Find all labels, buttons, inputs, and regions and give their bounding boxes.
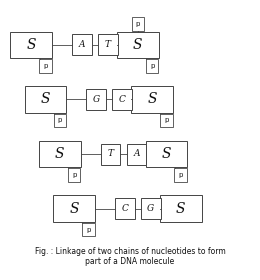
FancyBboxPatch shape [146, 59, 158, 73]
Text: S: S [176, 202, 185, 216]
Text: S: S [147, 92, 157, 106]
FancyBboxPatch shape [160, 195, 202, 222]
FancyBboxPatch shape [68, 168, 80, 182]
Text: S: S [133, 38, 142, 52]
Text: p: p [72, 172, 76, 178]
FancyBboxPatch shape [53, 195, 95, 222]
Text: T: T [105, 40, 111, 49]
Text: C: C [119, 95, 126, 104]
FancyBboxPatch shape [86, 89, 106, 110]
FancyBboxPatch shape [39, 59, 52, 73]
FancyBboxPatch shape [160, 114, 173, 127]
Text: part of a DNA molecule: part of a DNA molecule [85, 257, 175, 266]
Text: p: p [150, 63, 154, 69]
Text: S: S [41, 92, 50, 106]
FancyBboxPatch shape [98, 34, 118, 55]
FancyBboxPatch shape [113, 89, 132, 110]
FancyBboxPatch shape [127, 143, 146, 164]
FancyBboxPatch shape [25, 86, 66, 113]
FancyBboxPatch shape [131, 86, 173, 113]
Text: S: S [27, 38, 36, 52]
Text: S: S [55, 147, 64, 161]
Text: S: S [69, 202, 79, 216]
Text: T: T [107, 150, 114, 158]
Text: A: A [79, 40, 85, 49]
Text: p: p [43, 63, 48, 69]
FancyBboxPatch shape [141, 198, 160, 219]
Text: C: C [121, 204, 128, 213]
Text: p: p [179, 172, 183, 178]
Text: A: A [133, 150, 140, 158]
FancyBboxPatch shape [82, 223, 95, 236]
FancyBboxPatch shape [72, 34, 92, 55]
Text: p: p [58, 117, 62, 123]
Text: G: G [93, 95, 100, 104]
FancyBboxPatch shape [10, 32, 52, 58]
Text: G: G [147, 204, 154, 213]
Text: Fig. : Linkage of two chains of nucleotides to form: Fig. : Linkage of two chains of nucleoti… [35, 248, 225, 256]
FancyBboxPatch shape [146, 141, 187, 167]
Text: p: p [136, 21, 140, 27]
Text: S: S [162, 147, 171, 161]
FancyBboxPatch shape [174, 168, 187, 182]
FancyBboxPatch shape [101, 143, 120, 164]
FancyBboxPatch shape [54, 114, 66, 127]
Text: p: p [164, 117, 168, 123]
FancyBboxPatch shape [117, 32, 159, 58]
FancyBboxPatch shape [132, 17, 144, 31]
FancyBboxPatch shape [115, 198, 135, 219]
Text: p: p [86, 227, 90, 233]
FancyBboxPatch shape [39, 141, 81, 167]
